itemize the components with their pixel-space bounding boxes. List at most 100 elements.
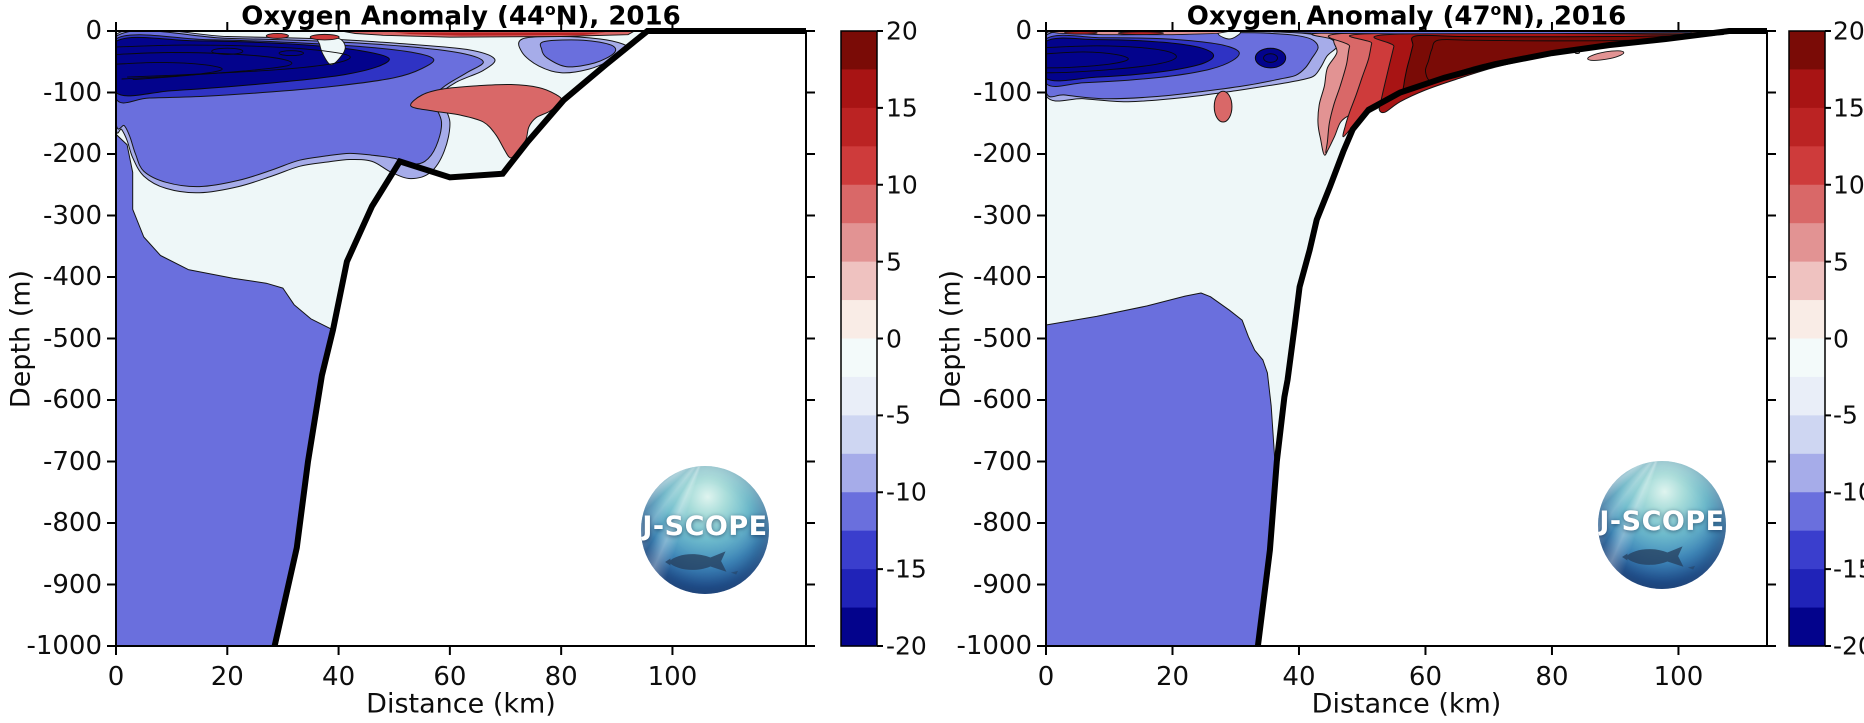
colorbar-band [841,338,877,378]
region-surface-red-lens-a [1063,31,1098,35]
y-tick-label: -800 [42,508,102,538]
fish-icon [1622,546,1695,570]
jscope-logo-text: J-SCOPE [1599,506,1725,537]
colorbar-band [1789,146,1825,186]
plot-title-47n: Oxygen Anomaly (47oN), 2016 [1046,1,1767,32]
region-upper-layer-minus10 [1046,31,1319,100]
colorbar-band [841,107,877,147]
y-tick-label: -1000 [26,631,102,661]
y-tick-label: -600 [42,385,102,415]
region-positive-blob-plus7 [1325,31,1724,154]
plot-title-44n: Oxygen Anomaly (44oN), 2016 [116,1,806,32]
colorbar-band [1789,338,1825,378]
region-tiny-contour-dot [1574,51,1580,54]
region-upper-layer-minus5 [1046,31,1338,103]
colorbar-tick-label: -20 [886,631,927,661]
y-tick-label: -300 [972,200,1032,231]
x-tick-label: 20 [1155,662,1190,692]
x-axis-label-distance: Distance (km) [1311,688,1502,720]
colorbar-band [1789,453,1825,493]
y-tick-label: 0 [85,16,102,46]
colorbar-band [1789,261,1825,301]
y-tick-label: -700 [42,446,102,477]
region-surface-red-strip [1046,31,1230,36]
region-surface-red-lens-a [265,33,289,39]
jscope-logo: J-SCOPE [1598,461,1726,589]
plot-frame [1045,30,1768,647]
region-navy-detached-lens [1254,47,1287,69]
title-degree-sup: o [545,1,556,19]
underwater-light-rays-decoration [1598,461,1726,589]
colorbar-tick-label: -15 [886,554,927,584]
x-axis-label-distance: Distance (km) [366,688,556,720]
colorbar-band [841,607,877,647]
colorbar-band [841,453,877,493]
colorbar-band [841,300,877,340]
region-pale-wedge-in-core [317,37,346,66]
colorbar-band [1789,300,1825,340]
title-text-suffix: N), 2016 [555,1,681,32]
region-navy-core-minus20 [116,36,390,97]
y-axis-label-depth: Depth (m) [5,269,37,408]
colorbar-band [841,31,877,71]
y-tick-label: 0 [1015,16,1032,46]
title-degree-sup: o [1490,1,1502,19]
x-tick-label: 80 [1535,662,1569,692]
region-pink-lens-in-core [1587,50,1625,61]
contour-plot-47n [1046,31,1752,646]
region-positive-blob-plus10 [1342,32,1729,138]
axes-overlay [107,22,815,655]
y-tick-label: -100 [42,77,102,108]
y-axis-label-depth: Depth (m) [935,269,967,408]
region-positive-anomaly-blob [410,83,562,159]
colorbar-band [841,261,877,301]
colorbar-tick-label: 20 [1833,16,1864,46]
colorbar [1788,30,1831,647]
region-surface-red-lens-b [1117,31,1165,35]
colorbar-band [1789,376,1825,416]
colorbar-frame [840,30,878,647]
colorbar [840,30,883,647]
region-deep-negative-core [1046,292,1276,646]
colorbar-band [841,376,877,416]
contour-line [116,61,223,81]
colorbar-tick-label: -5 [886,400,911,430]
colorbar-frame [1788,30,1826,647]
colorbar-tick-label: 20 [886,16,918,46]
colorbar-band [1789,31,1825,71]
contour-line [116,52,293,80]
region-upper-layer-minus15 [116,34,435,104]
jscope-logo-text: J-SCOPE [642,511,768,542]
y-tick-label: -700 [972,446,1032,477]
region-navy-core-minus20 [1046,37,1215,82]
fish-icon [665,551,738,575]
colorbar-tick-label: -15 [1833,554,1864,584]
colorbar-tick-label: 15 [1833,93,1864,123]
y-tick-label: -1000 [956,631,1032,661]
contour-line [211,47,244,55]
colorbar-band [1789,607,1825,647]
colorbar-band [1789,69,1825,109]
colorbar-band [841,530,877,570]
region-water-near-zero [1046,31,1730,646]
colorbar-band [841,492,877,532]
plot-frame [115,30,807,647]
contour-line [116,44,351,78]
region-positive-blob-plus5 [1311,31,1752,156]
colorbar-tick-label: 10 [1833,170,1864,200]
x-tick-label: 80 [544,662,578,692]
colorbar-band [1789,223,1825,263]
colorbar-band [841,184,877,224]
y-tick-label: -400 [42,262,102,292]
title-text: Oxygen Anomaly (44 [241,1,546,32]
colorbar-band [1789,415,1825,455]
y-tick-label: -900 [42,569,102,600]
region-shelf-blue-patch-outer [518,35,629,74]
colorbar-band [841,223,877,263]
x-tick-label: 40 [322,662,356,692]
colorbar-tick-label: 5 [1833,247,1849,277]
region-isolated-red-lens [1213,90,1233,123]
y-tick-label: -500 [42,323,102,354]
colorbar-band [1789,492,1825,532]
x-tick-label: 0 [107,662,125,692]
